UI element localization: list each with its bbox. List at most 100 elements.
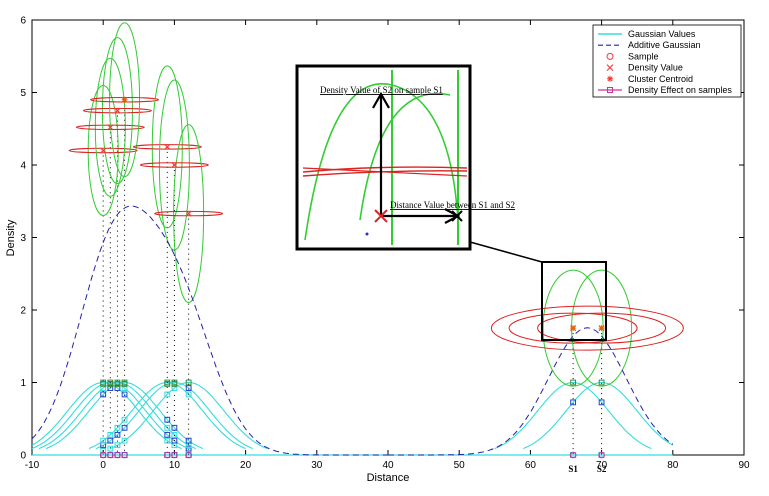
green-ellipse (94, 57, 126, 197)
density-effect-square (171, 385, 178, 391)
magnified-inset: Density Value of S2 on sample S1 Distanc… (295, 64, 515, 251)
y-tick-label: 2 (20, 306, 26, 317)
density-effect-square (171, 431, 178, 438)
inset-content (302, 70, 468, 245)
x-tick-label: 10 (169, 460, 181, 471)
sample-marker (569, 451, 577, 459)
inset-sample-dot (365, 232, 369, 236)
density-effect-square (107, 437, 114, 444)
inset-red-line (302, 166, 468, 173)
additive-gaussian-left (31, 205, 388, 456)
sample-guide-lines (102, 99, 603, 455)
density-effect-square (100, 385, 107, 391)
density-effect-square (171, 437, 178, 444)
density-effect-square (164, 431, 171, 438)
density-value-marker (164, 143, 171, 150)
inset-red-line (302, 167, 468, 177)
legend-box (592, 24, 742, 98)
green-ellipse (173, 124, 205, 304)
y-tick-label: 6 (20, 16, 26, 27)
x-tick-label: 70 (596, 460, 608, 471)
density-effect-square (121, 391, 128, 398)
density-effect-square (570, 399, 577, 406)
density-effect-square (100, 448, 107, 454)
data-markers (99, 96, 605, 459)
density-effect-square (100, 437, 107, 444)
density-effect-square (185, 379, 192, 386)
red-ellipse (82, 107, 152, 114)
sample-labels: S1 S2 (568, 464, 606, 474)
sample-marker (185, 451, 192, 459)
density-effect-square (164, 424, 171, 431)
y-axis-label: Density (5, 219, 17, 256)
density-value-marker (107, 124, 114, 131)
inset-annotation-distance: Distance Value between S1 and S2 (390, 200, 515, 210)
legend-label: Sample (628, 51, 659, 61)
sample-marker (99, 451, 107, 459)
green-ellipse (101, 37, 133, 185)
red-ellipse-outer (490, 305, 684, 351)
inset-green-arc (304, 83, 459, 241)
y-tick-label: 1 (20, 378, 26, 389)
density-effect-square (185, 391, 192, 398)
point-label: S2 (597, 464, 607, 474)
red-ellipse (537, 312, 667, 344)
legend-swatch-star (607, 75, 613, 82)
x-tick-label: 80 (667, 460, 679, 471)
additive-gaussian-curve (31, 205, 674, 456)
x-tick-label: 90 (738, 460, 750, 471)
density-effect-square (114, 379, 121, 386)
y-tick-label: 0 (20, 451, 26, 462)
density-effect-square (107, 379, 114, 386)
inset-annotation-density: Density Value of S2 on sample S1 (320, 85, 443, 95)
sample-marker (598, 451, 605, 459)
density-effect-square (164, 379, 171, 386)
red-ellipse (68, 147, 138, 154)
sample-marker (171, 451, 178, 459)
y-tick-label: 5 (20, 88, 26, 99)
density-value-marker (114, 107, 121, 114)
red-ellipse (508, 312, 638, 344)
legend-swatch-circle (606, 52, 614, 60)
legend-label: Cluster Centroid (628, 74, 693, 84)
red-ellipse (139, 162, 209, 168)
legend-label: Density Value (628, 63, 683, 73)
density-effect-square (121, 385, 128, 391)
sample-marker (107, 451, 114, 459)
green-ellipse (109, 22, 141, 178)
density-effect-square (185, 445, 192, 452)
inset-arrow-head (372, 91, 390, 109)
density-effect-square (598, 399, 605, 406)
density-value-marker (100, 147, 107, 154)
point-label: S1 (568, 464, 578, 474)
gaussian-curve (110, 381, 268, 450)
density-effect-square (164, 416, 171, 423)
gaussian-curve (523, 381, 674, 450)
density-effect-square (185, 437, 192, 444)
x-tick-label: 60 (525, 460, 537, 471)
density-value-marker (185, 210, 192, 217)
red-ellipse (154, 210, 224, 217)
density-effect-square (121, 416, 128, 423)
x-tick-label: 30 (311, 460, 323, 471)
density-effect-square (185, 385, 192, 391)
density-effect-square (107, 385, 114, 391)
gaussian-curve (494, 381, 652, 450)
red-ellipse (132, 144, 202, 150)
inset-green-arc (359, 92, 451, 221)
density-effect-square (114, 385, 121, 391)
x-tick-label: 0 (100, 460, 106, 471)
green-ellipse (151, 65, 183, 229)
density-effect-square (121, 424, 128, 431)
sample-marker (163, 451, 171, 459)
x-tick-label: 40 (382, 460, 394, 471)
x-axis-label: Distance (367, 472, 410, 484)
sample-marker (121, 451, 128, 459)
density-effect-square (570, 379, 577, 386)
density-effect-square (121, 437, 128, 444)
y-tick-label: 4 (20, 161, 26, 172)
zoom-connector-line (469, 241, 543, 263)
density-effect-square (100, 391, 107, 398)
density-effect-square (114, 431, 121, 438)
